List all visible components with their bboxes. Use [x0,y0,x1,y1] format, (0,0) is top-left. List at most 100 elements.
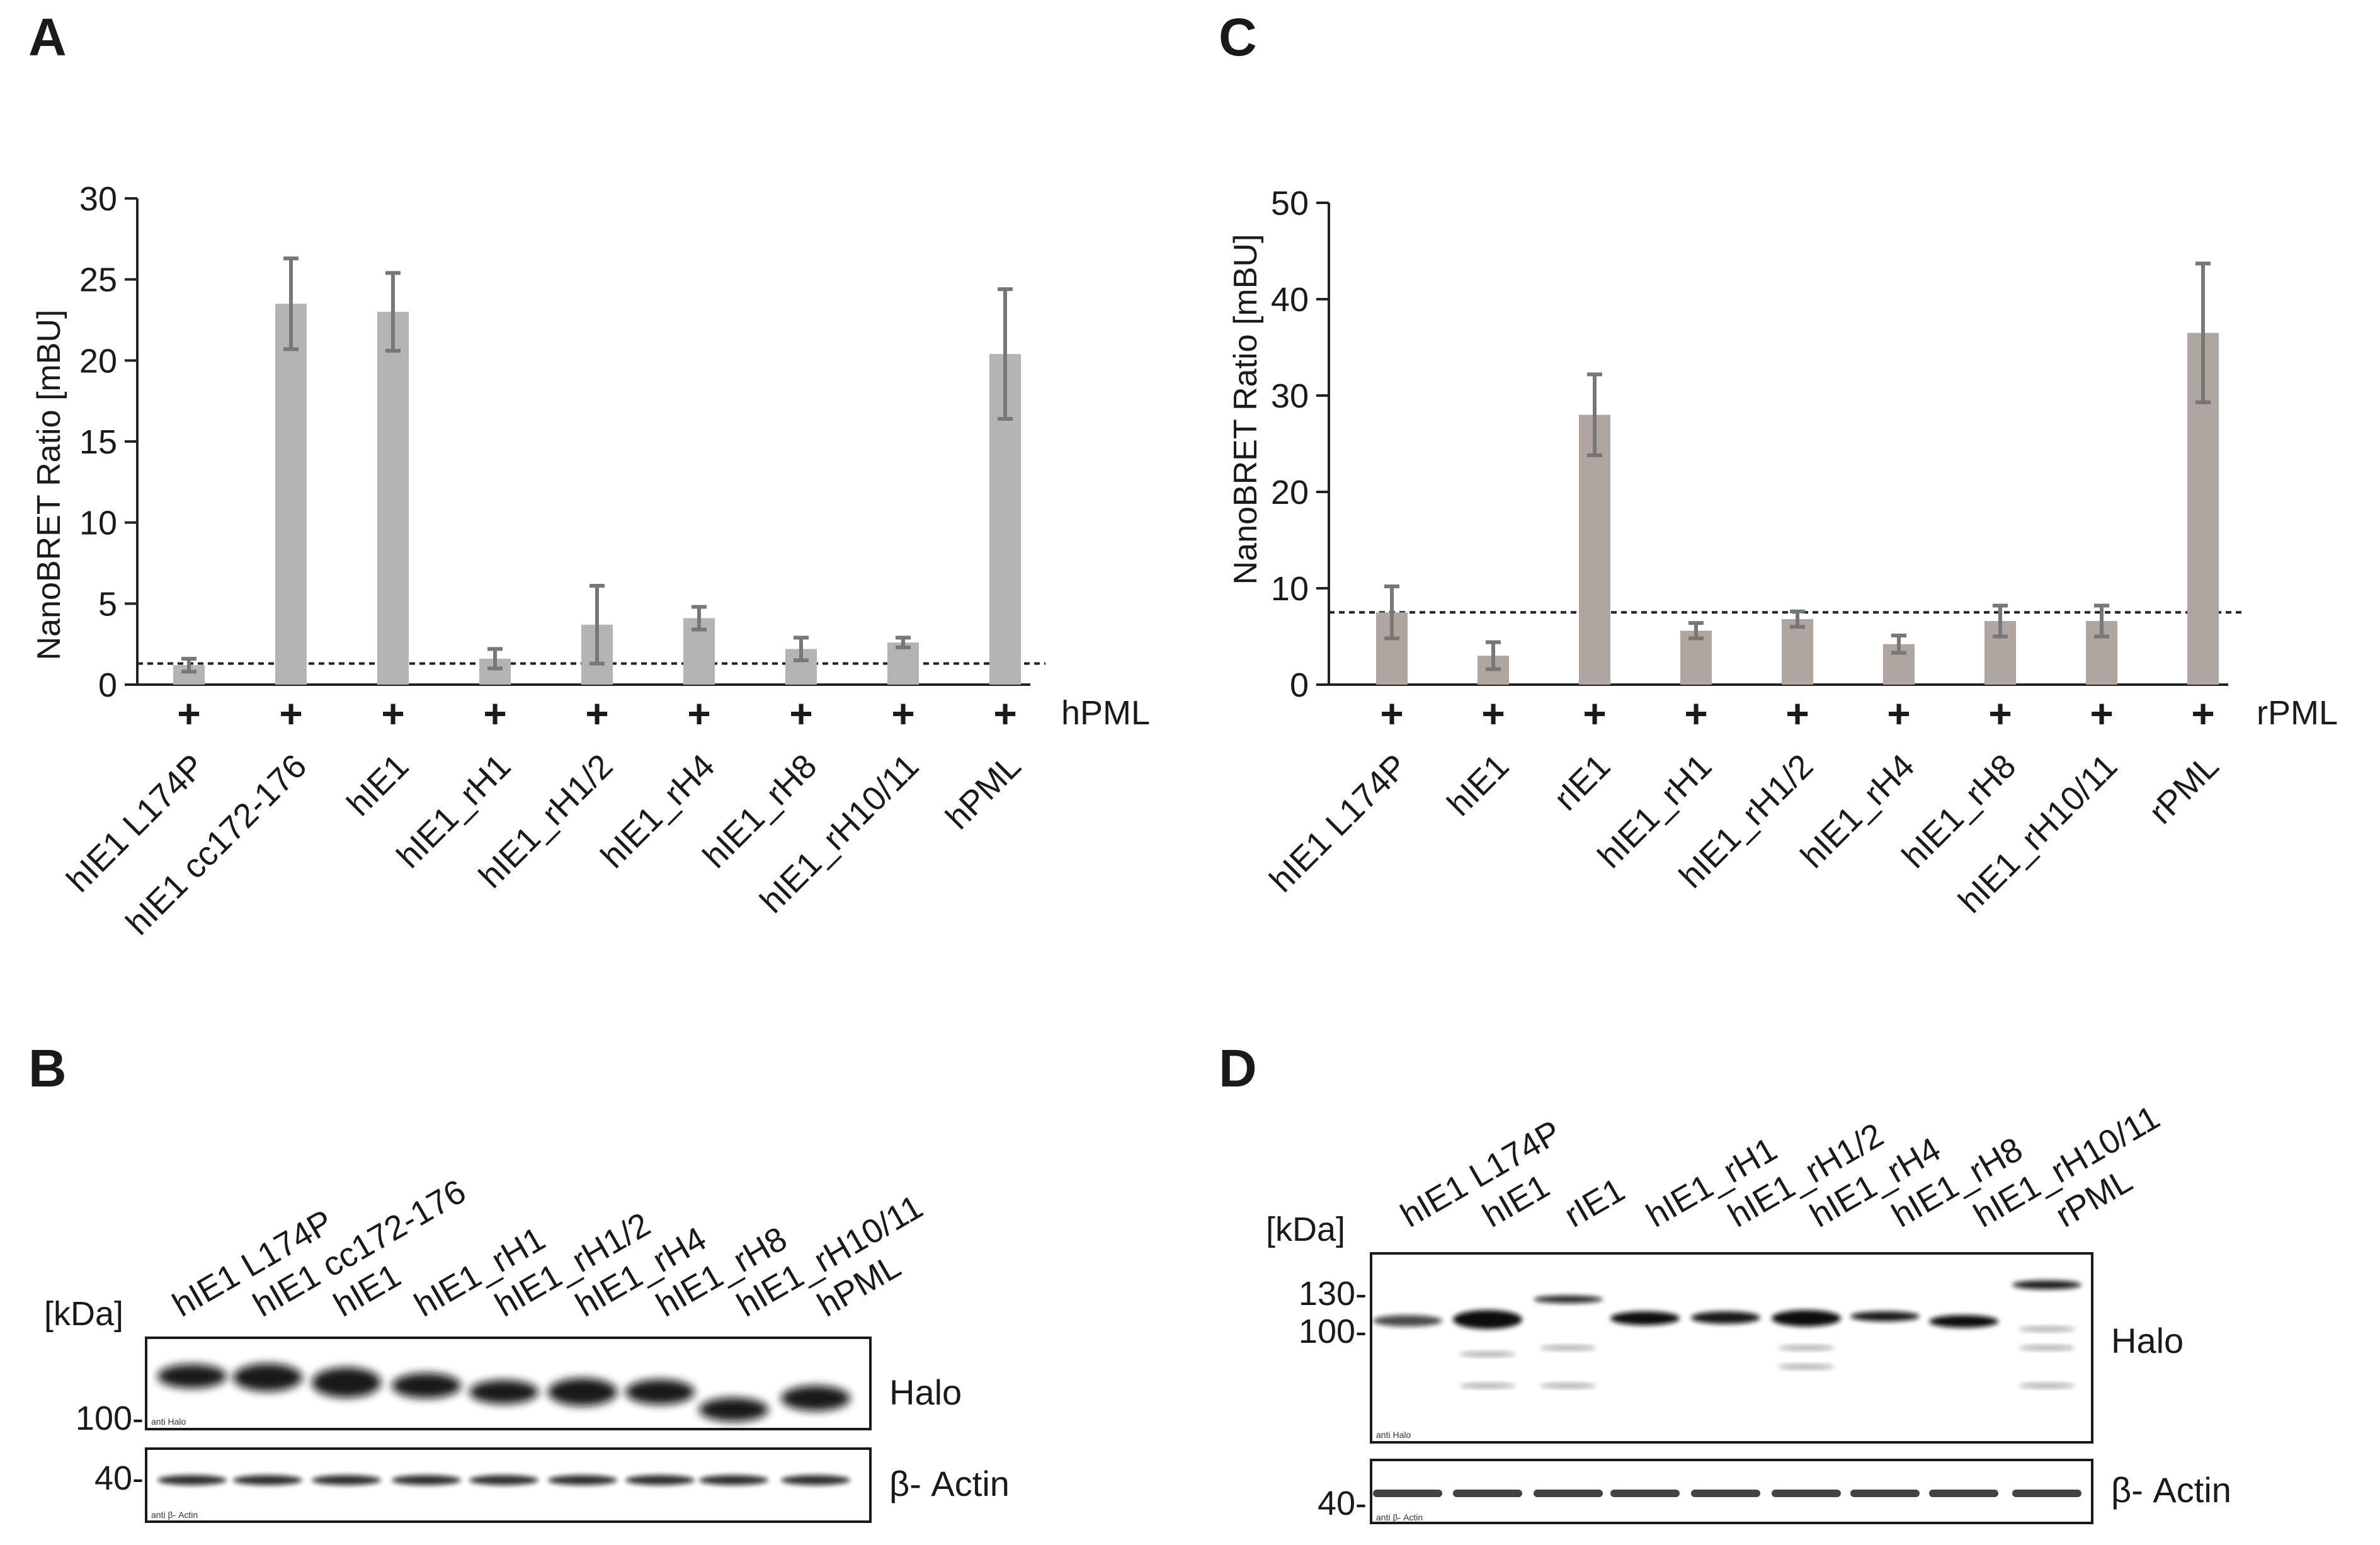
blot-band [1373,1490,1442,1497]
cofactor-plus: + [2090,691,2113,736]
blot-band [1459,1352,1516,1357]
cofactor-plus: + [1785,691,1809,736]
halo-label: Halo [889,1372,962,1412]
blot-band [2012,1280,2081,1289]
blot-band [1772,1310,1841,1326]
category-label: rIE1 [1547,747,1617,818]
lane-label: hIE1 L174P [1394,1113,1567,1234]
marker-100: 100- [76,1400,144,1437]
blot-band [1778,1364,1835,1369]
bar [377,312,409,685]
category-label: hPML [938,747,1028,836]
category-label: hIE1 [340,747,416,823]
blot-band [781,1386,850,1411]
cofactor-plus: + [1887,691,1910,736]
y-tick-label: 10 [1271,570,1309,608]
blot-band [1453,1310,1522,1329]
blot-band [699,1398,768,1422]
blot-band [625,1475,695,1485]
blot-band [1534,1296,1603,1303]
y-tick-label: 0 [98,666,117,704]
blot-band [548,1475,617,1485]
cofactor-plus: + [279,691,302,736]
bar-chart-c: NanoBRET Ratio [mBU] rPML 0 10 20 30 40 50 + hI… [1227,185,2338,920]
bar [275,304,307,685]
blot-band [392,1475,461,1485]
cofactor-plus: + [1481,691,1505,736]
blot-band [1610,1490,1680,1497]
blot-band [1459,1383,1516,1388]
blot-band [1453,1490,1522,1497]
blot-band [157,1364,227,1388]
y-tick-label: 30 [1271,377,1309,415]
blot-band [1929,1315,1998,1328]
blot-band [469,1380,538,1404]
cofactor-plus: + [177,691,200,736]
blot-band [1772,1490,1841,1497]
blot-band [233,1364,302,1391]
blot-band [312,1367,381,1398]
blot-band [1610,1311,1680,1325]
cofactor-plus: + [993,691,1016,736]
cofactor-plus: + [483,691,506,736]
blot-band [1850,1311,1920,1321]
cofactor-plus: + [891,691,914,736]
cofactor-plus: + [1684,691,1707,736]
blot-band [1540,1345,1597,1350]
blot-band [2018,1383,2075,1388]
blot-band [2018,1345,2075,1350]
marker-100: 100- [1299,1313,1367,1350]
blot-band [1691,1311,1760,1324]
panel-label-a: A [28,8,67,67]
halo-label: Halo [2111,1321,2184,1360]
panel-label-b: B [28,1039,67,1098]
category-label: hIE1 [1440,747,1517,823]
antibody-label: anti β- Actin [151,1510,198,1520]
blot-band [625,1379,695,1405]
y-tick-label: 25 [79,261,117,299]
bar [1579,414,1610,685]
bar-chart-a: NanoBRET Ratio [mBU] hPML 0 5 10 15 20 25 30 + h… [31,180,1150,942]
cofactor-plus: + [1380,691,1403,736]
blot-band [1691,1490,1760,1497]
y-tick-label: 5 [98,585,117,623]
cofactor-plus: + [1583,691,1606,736]
category-label: hIE1 cc172-176 [119,747,314,942]
halo-blot-frame [1370,1252,2093,1444]
y-tick-label: 0 [1290,666,1309,704]
blot-band [699,1475,768,1485]
blot-band [1540,1383,1597,1388]
category-label: rPML [2142,747,2226,831]
cofactor-label: rPML [2257,694,2338,732]
marker-130: 130- [1299,1275,1367,1313]
actin-label: β- Actin [2111,1470,2231,1510]
blot-band [233,1475,302,1485]
y-tick-label: 10 [79,505,117,542]
bar [1782,619,1813,685]
panel-label-d: D [1219,1039,1257,1098]
y-tick-label: 50 [1271,185,1309,222]
y-tick-label: 15 [79,423,117,461]
blot-band [1534,1490,1603,1497]
actin-label: β- Actin [889,1464,1010,1503]
blot-band [157,1475,227,1485]
western-blot-b: [kDa] 100- 40- Halo β- Actin anti Halo a… [44,1172,1010,1523]
y-axis-title: NanoBRET Ratio [mBU] [1227,234,1264,585]
blot-band [2012,1490,2081,1497]
marker-40: 40- [94,1459,144,1497]
y-tick-label: 40 [1271,281,1309,319]
bar [887,642,919,685]
actin-blot-frame [145,1447,872,1523]
western-blot-d: [kDa] 130- 100- 40- Halo β- Actin anti H… [1266,1098,2231,1524]
cofactor-plus: + [1988,691,2012,736]
kda-label: [kDa] [44,1295,123,1333]
blot-band [1373,1315,1442,1326]
blot-band [548,1378,617,1406]
cofactor-plus: + [381,691,404,736]
cofactor-plus: + [789,691,812,736]
panel-label-c: C [1219,8,1257,67]
lane-label: rIE1 [1558,1171,1631,1234]
cofactor-plus: + [585,691,608,736]
cofactor-plus: + [687,691,710,736]
